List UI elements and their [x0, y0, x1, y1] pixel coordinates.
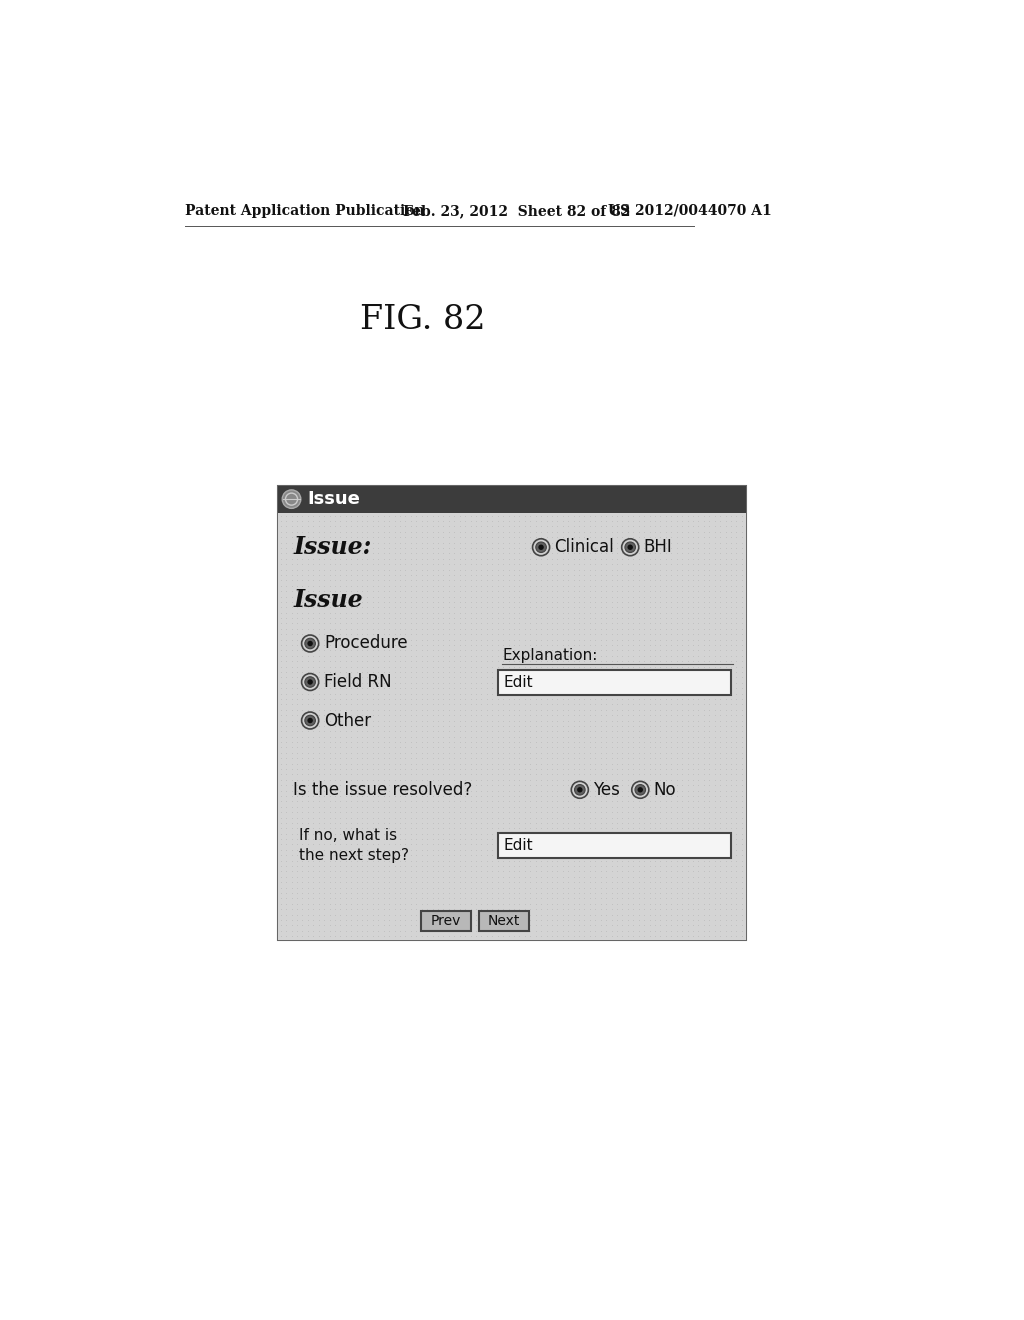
Bar	[421, 911, 471, 932]
Circle shape	[283, 490, 301, 508]
Circle shape	[305, 639, 315, 648]
Text: US 2012/0044070 A1: US 2012/0044070 A1	[608, 203, 772, 218]
Circle shape	[307, 640, 313, 647]
Text: Edit: Edit	[504, 676, 534, 690]
Text: BHI: BHI	[643, 539, 672, 556]
Text: Issue: Issue	[293, 587, 362, 611]
Bar	[278, 512, 746, 940]
Text: Procedure: Procedure	[324, 635, 408, 652]
Text: Explanation:: Explanation:	[503, 648, 598, 663]
Circle shape	[532, 539, 550, 556]
Text: Issue:: Issue:	[293, 535, 372, 560]
Bar	[479, 911, 529, 932]
Bar	[278, 486, 746, 940]
Circle shape	[302, 673, 318, 690]
Text: Field RN: Field RN	[324, 673, 392, 690]
Text: Next: Next	[488, 913, 520, 928]
Circle shape	[625, 543, 636, 553]
Bar	[499, 671, 731, 696]
Circle shape	[635, 784, 645, 795]
Circle shape	[302, 635, 318, 652]
Text: Is the issue resolved?: Is the issue resolved?	[293, 781, 472, 799]
Circle shape	[574, 784, 585, 795]
Text: Edit: Edit	[504, 838, 534, 853]
Text: Issue: Issue	[307, 490, 359, 508]
Text: Prev: Prev	[431, 913, 462, 928]
Circle shape	[307, 718, 313, 723]
Circle shape	[539, 545, 544, 550]
Bar	[499, 833, 731, 858]
Text: Feb. 23, 2012  Sheet 82 of 82: Feb. 23, 2012 Sheet 82 of 82	[403, 203, 631, 218]
Text: Patent Application Publication: Patent Application Publication	[184, 203, 424, 218]
Circle shape	[638, 787, 643, 792]
Circle shape	[307, 680, 313, 685]
Text: Yes: Yes	[593, 781, 620, 799]
Circle shape	[622, 539, 639, 556]
Circle shape	[571, 781, 589, 799]
Circle shape	[305, 677, 315, 688]
Text: the next step?: the next step?	[299, 847, 410, 863]
Text: If no, what is: If no, what is	[299, 829, 397, 843]
Circle shape	[632, 781, 649, 799]
Text: Other: Other	[324, 711, 372, 730]
Circle shape	[305, 715, 315, 726]
Circle shape	[578, 787, 583, 792]
Circle shape	[628, 545, 633, 550]
Bar	[278, 486, 746, 512]
Text: Clinical: Clinical	[554, 539, 614, 556]
Text: FIG. 82: FIG. 82	[360, 304, 486, 337]
Circle shape	[536, 543, 547, 553]
Text: No: No	[653, 781, 676, 799]
Circle shape	[302, 711, 318, 729]
